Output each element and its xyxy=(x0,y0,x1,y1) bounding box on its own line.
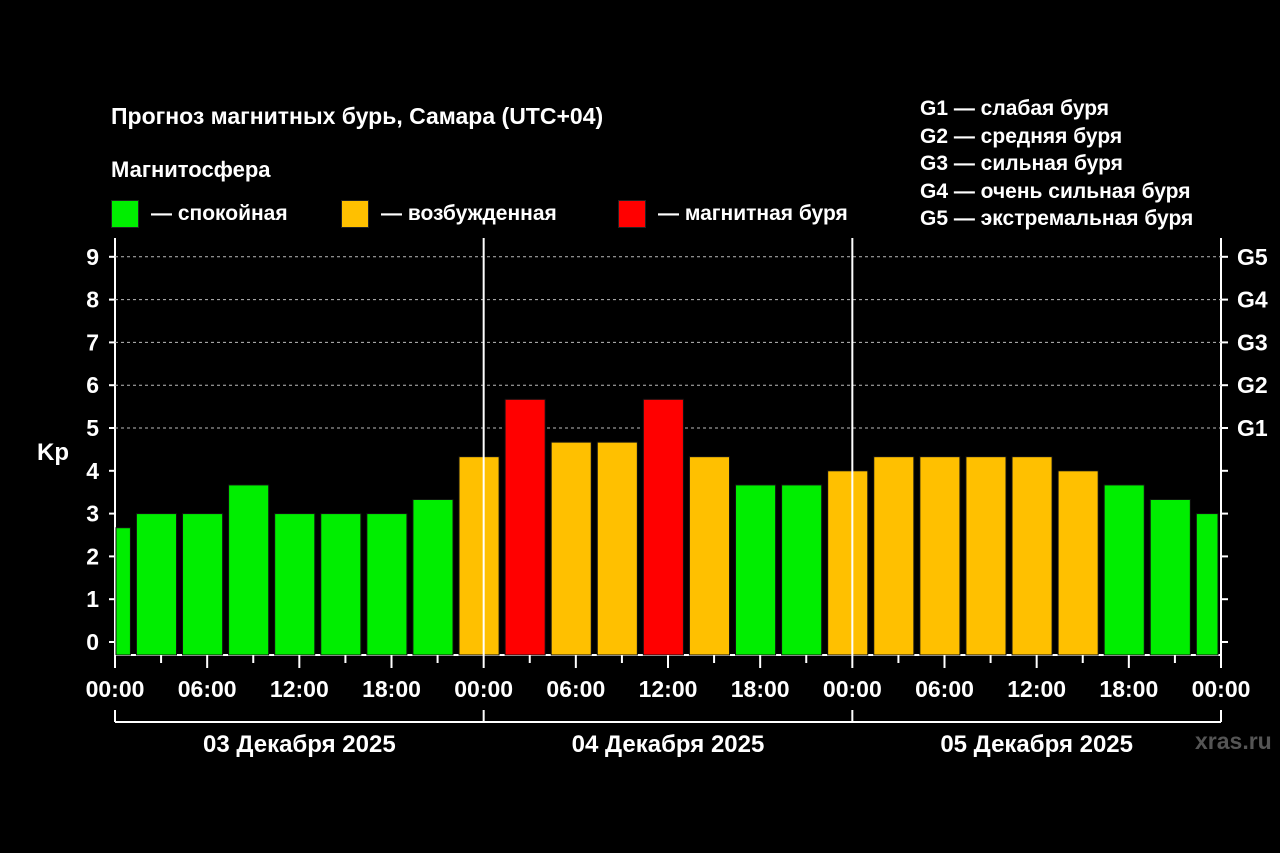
y-tick-label: 3 xyxy=(86,501,99,527)
kp-bar xyxy=(873,456,915,656)
g-tick-label: G2 xyxy=(1237,372,1268,398)
g-tick-label: G4 xyxy=(1237,287,1268,313)
g-legend-g2: G2 — средняя буря xyxy=(920,124,1123,148)
y-tick-label: 7 xyxy=(86,329,99,355)
kp-bar xyxy=(688,456,731,656)
y-axis-label: Kp xyxy=(37,439,69,466)
x-tick-label: 00:00 xyxy=(454,676,513,702)
y-tick-label: 4 xyxy=(86,458,99,484)
kp-bar xyxy=(182,513,224,656)
kp-bar xyxy=(504,398,546,656)
kp-bar xyxy=(1103,484,1145,656)
legend-swatch-calm xyxy=(111,200,139,228)
x-tick-label: 06:00 xyxy=(546,676,605,702)
x-tick-label: 12:00 xyxy=(639,676,698,702)
x-tick-label: 18:00 xyxy=(1099,676,1158,702)
kp-bar xyxy=(1011,456,1053,656)
watermark: xras.ru xyxy=(1195,728,1272,754)
kp-bar xyxy=(412,498,454,656)
legend-item-storm: — магнитная буря xyxy=(618,199,848,229)
kp-bar xyxy=(1057,470,1099,656)
x-tick-label: 00:00 xyxy=(86,676,145,702)
legend-item-excited: — возбужденная xyxy=(341,199,557,229)
kp-bar xyxy=(1195,513,1219,656)
kp-bar xyxy=(550,441,592,656)
x-tick-label: 00:00 xyxy=(1192,676,1251,702)
g-legend-g3: G3 — сильная буря xyxy=(920,152,1123,175)
x-tick-label: 06:00 xyxy=(915,676,974,702)
kp-bar xyxy=(228,484,270,656)
x-tick-label: 18:00 xyxy=(731,676,790,702)
y-tick-label: 6 xyxy=(86,372,99,398)
g-tick-label: G3 xyxy=(1237,329,1268,355)
kp-bar xyxy=(115,527,131,656)
kp-bar xyxy=(781,484,823,656)
legend-swatch-excited xyxy=(341,200,369,228)
chart-subtitle: Магнитосфера xyxy=(111,157,271,182)
y-tick-label: 9 xyxy=(86,244,99,270)
g-scale-legend: G1 — слабая буря G2 — средняя буря G3 — … xyxy=(920,95,1193,233)
day-label: 05 Декабря 2025 xyxy=(940,731,1133,758)
kp-bar xyxy=(919,456,961,656)
legend-item-calm: — спокойная xyxy=(111,199,288,229)
g-tick-label: G1 xyxy=(1237,415,1268,441)
x-tick-label: 12:00 xyxy=(270,676,329,702)
kp-bar xyxy=(458,456,500,656)
kp-bar xyxy=(366,513,408,656)
kp-bar xyxy=(642,398,684,656)
x-tick-label: 00:00 xyxy=(823,676,882,702)
kp-bar xyxy=(320,513,362,656)
x-tick-label: 18:00 xyxy=(362,676,421,702)
kp-bar xyxy=(965,456,1007,656)
kp-bar xyxy=(735,484,777,656)
kp-bar xyxy=(596,441,638,656)
y-tick-label: 2 xyxy=(86,543,99,569)
chart-title: Прогноз магнитных бурь, Самара (UTC+04) xyxy=(111,103,604,129)
legend-label-calm: — спокойная xyxy=(151,202,288,225)
x-tick-label: 06:00 xyxy=(178,676,237,702)
y-tick-label: 1 xyxy=(86,586,99,612)
legend-swatch-storm xyxy=(618,200,646,228)
x-tick-label: 12:00 xyxy=(1007,676,1066,702)
legend-label-storm: — магнитная буря xyxy=(658,202,848,225)
kp-bar xyxy=(827,470,869,656)
y-tick-label: 5 xyxy=(86,415,99,441)
g-legend-g5: G5 — экстремальная буря xyxy=(920,207,1194,230)
kp-bar xyxy=(274,513,316,656)
kp-bar xyxy=(1149,498,1191,656)
g-legend-g1: G1 — слабая буря xyxy=(920,97,1110,120)
kp-bar xyxy=(135,513,178,656)
y-tick-label: 0 xyxy=(86,629,99,655)
day-label: 03 Декабря 2025 xyxy=(203,731,396,758)
y-tick-label: 8 xyxy=(86,287,99,313)
g-legend-g4: G4 — очень сильная буря xyxy=(920,179,1191,203)
legend-label-excited: — возбужденная xyxy=(381,202,557,225)
day-label: 04 Декабря 2025 xyxy=(572,731,765,758)
g-tick-label: G5 xyxy=(1237,244,1268,270)
